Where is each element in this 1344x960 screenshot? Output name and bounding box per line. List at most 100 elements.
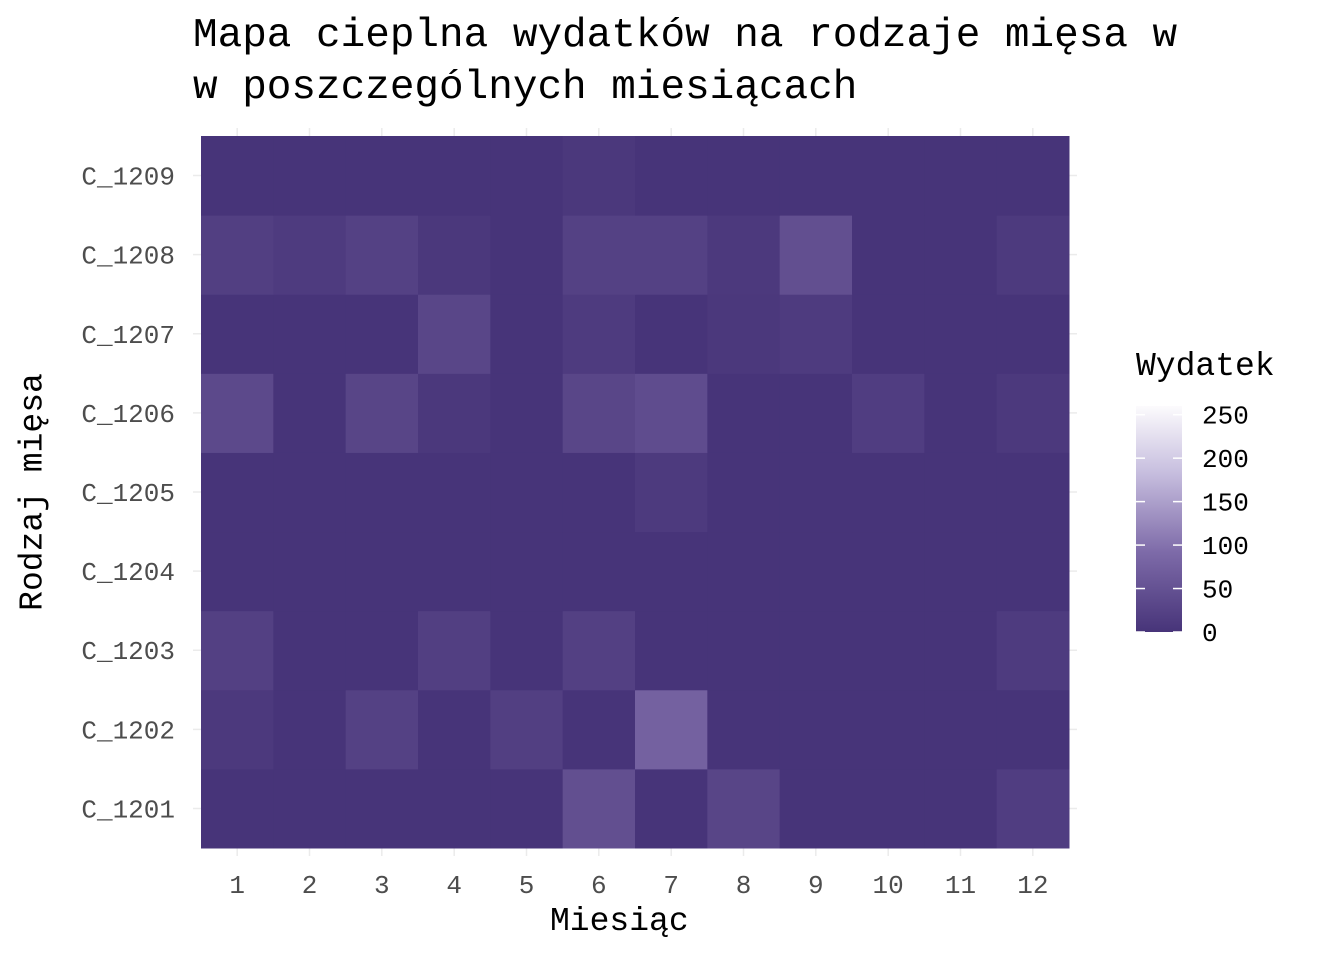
heatmap-cell: [779, 136, 853, 216]
heatmap-cell: [201, 452, 274, 533]
heatmap-cell: [562, 136, 636, 216]
y-tick-labels: C_1201 C_1202 C_1203 C_1204 C_1205 C_1206 C_12…: [81, 163, 175, 826]
heatmap-cell: [273, 294, 347, 374]
heatmap-cells: [201, 136, 1070, 849]
heatmap-cell: [779, 452, 853, 533]
heatmap-cell: [635, 136, 708, 216]
heatmap-cell: [707, 373, 781, 453]
x-axis-title: Miesiąc: [550, 903, 689, 940]
legend-tick-label: 150: [1202, 489, 1249, 519]
heatmap-cell: [345, 531, 419, 612]
heatmap-cell: [852, 531, 925, 612]
heatmap-cell: [490, 531, 564, 612]
heatmap-cell: [201, 531, 274, 612]
heatmap-cell: [490, 452, 564, 533]
heatmap-cell: [345, 689, 419, 770]
y-tick-label: C_1208: [81, 242, 175, 272]
heatmap-cell: [562, 294, 636, 374]
heatmap-cell: [635, 452, 708, 533]
heatmap-cell: [707, 294, 781, 374]
heatmap-cell: [635, 215, 708, 295]
heatmap-cell: [635, 531, 708, 612]
y-tick-label: C_1207: [81, 321, 175, 351]
heatmap-cell: [345, 294, 419, 374]
heatmap-cell: [779, 373, 853, 453]
y-tick-label: C_1202: [81, 716, 175, 746]
heatmap-cell: [345, 136, 419, 216]
heatmap-cell: [562, 452, 636, 533]
x-tick-label: 4: [446, 871, 462, 901]
heatmap-cell: [852, 136, 925, 216]
heatmap-cell: [996, 452, 1070, 533]
heatmap-cell: [201, 373, 274, 453]
heatmap-cell: [996, 136, 1070, 216]
heatmap-cell: [562, 768, 636, 849]
heatmap-cell: [562, 215, 636, 295]
heatmap-cell: [635, 610, 708, 691]
legend-tick-label: 50: [1202, 576, 1233, 606]
legend-title: Wydatek: [1136, 348, 1275, 385]
legend-tick-label: 100: [1202, 532, 1249, 562]
heatmap-cell: [924, 768, 998, 849]
x-tick-label: 9: [808, 871, 824, 901]
heatmap-cell: [201, 294, 274, 374]
chart-title-line-2: w poszczególnych miesiącach: [193, 65, 858, 111]
heatmap-cell: [490, 136, 564, 216]
heatmap-cell: [996, 531, 1070, 612]
heatmap-cell: [996, 373, 1070, 453]
heatmap-cell: [924, 373, 998, 453]
heatmap-cell: [418, 768, 491, 849]
x-tick-label: 8: [736, 871, 752, 901]
heatmap-cell: [707, 689, 781, 770]
heatmap-cell: [418, 610, 491, 691]
heatmap-cell: [562, 531, 636, 612]
heatmap-cell: [490, 610, 564, 691]
heatmap-cell: [273, 768, 347, 849]
x-tick-label: 3: [374, 871, 390, 901]
heatmap-cell: [562, 373, 636, 453]
y-axis-title: Rodzaj mięsa: [14, 373, 52, 611]
heatmap-cell: [707, 452, 781, 533]
heatmap-cell: [418, 452, 491, 533]
heatmap-cell: [924, 610, 998, 691]
heatmap-cell: [707, 136, 781, 216]
heatmap-cell: [924, 531, 998, 612]
legend-colorbar: [1136, 406, 1182, 632]
heatmap-cell: [273, 452, 347, 533]
x-tick-label: 10: [873, 871, 904, 901]
heatmap-cell: [635, 768, 708, 849]
heatmap-cell: [707, 768, 781, 849]
heatmap-cell: [924, 689, 998, 770]
heatmap-cell: [418, 373, 491, 453]
heatmap-cell: [707, 610, 781, 691]
heatmap-cell: [273, 689, 347, 770]
legend-tick-label: 200: [1202, 445, 1249, 475]
y-tick-label: C_1201: [81, 795, 175, 825]
heatmap-cell: [201, 136, 274, 216]
heatmap-cell: [273, 610, 347, 691]
heatmap-cell: [201, 610, 274, 691]
heatmap-cell: [201, 689, 274, 770]
heatmap-cell: [707, 215, 781, 295]
heatmap-cell: [201, 768, 274, 849]
heatmap-cell: [418, 689, 491, 770]
heatmap-cell: [345, 610, 419, 691]
legend-tick-label: 250: [1202, 402, 1249, 432]
color-legend: 0 50 100 150 200 250: [1136, 402, 1249, 649]
heatmap-cell: [852, 452, 925, 533]
y-tick-label: C_1206: [81, 400, 175, 430]
x-tick-label: 11: [945, 871, 976, 901]
heatmap-cell: [273, 215, 347, 295]
heatmap-cell: [345, 215, 419, 295]
heatmap-cell: [852, 689, 925, 770]
chart-title-line-1: Mapa cieplna wydatków na rodzaje mięsa w: [193, 13, 1178, 59]
y-tick-label: C_1205: [81, 479, 175, 509]
x-tick-label: 6: [591, 871, 607, 901]
heatmap-cell: [924, 136, 998, 216]
heatmap-cell: [635, 373, 708, 453]
heatmap-cell: [490, 294, 564, 374]
x-tick-labels: 1 2 3 4 5 6 7 8 9 10 11 12: [229, 871, 1048, 901]
heatmap-cell: [490, 768, 564, 849]
heatmap-cell: [924, 294, 998, 374]
